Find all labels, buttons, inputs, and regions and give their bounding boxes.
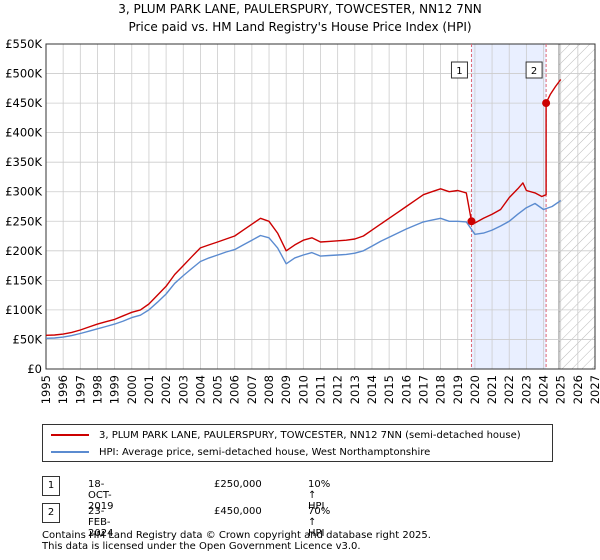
x-tick-label: 2011 (314, 375, 328, 404)
x-tick-label: 2013 (348, 375, 362, 404)
series-line-property (45, 79, 562, 336)
y-tick-label: £0 (27, 362, 42, 376)
x-tick-label: 2003 (176, 375, 190, 404)
x-tick-label: 2023 (519, 375, 533, 404)
chart-title-address: 3, PLUM PARK LANE, PAULERSPURY, TOWCESTE… (118, 2, 482, 16)
legend-label-hpi: HPI: Average price, semi-detached house,… (99, 446, 431, 458)
x-tick-label: 2004 (193, 375, 207, 404)
price-chart: £0 £50K £100K £150K £200K £250K £300K £350K £400… (5, 37, 600, 404)
forecast-hatched-region (558, 44, 595, 369)
transaction-label-1: 1 (456, 66, 462, 77)
chart-legend: 3, PLUM PARK LANE, PAULERSPURY, TOWCESTE… (42, 424, 553, 462)
x-tick-label: 2025 (554, 375, 568, 404)
legend-swatch-hpi (51, 451, 89, 453)
x-tick-label: 2019 (451, 375, 465, 404)
x-tick-label: 2022 (502, 375, 516, 404)
plot-area-frame (45, 43, 596, 370)
transaction-price-2: £450,000 (214, 506, 262, 517)
y-tick-label: £500K (5, 67, 42, 81)
transaction-date-2: 23-FEB-2024 (88, 506, 114, 539)
y-tick-label: £150K (5, 273, 42, 287)
x-tick-label: 2018 (434, 375, 448, 404)
series-line-hpi (45, 200, 562, 339)
x-tick-label: 2005 (211, 375, 225, 404)
x-tick-label: 2001 (142, 375, 156, 404)
footer-licence: This data is licensed under the Open Gov… (42, 541, 361, 552)
x-tick-label: 1998 (90, 375, 104, 404)
transaction-point-1 (467, 217, 476, 226)
x-tick-label: 2021 (485, 375, 499, 404)
transaction-label-2: 2 (531, 66, 537, 77)
x-tick-label: 2020 (468, 375, 482, 404)
legend-item-hpi: HPI: Average price, semi-detached house,… (51, 444, 430, 460)
x-tick-label: 2026 (571, 375, 585, 404)
footer-copyright: Contains HM Land Registry data © Crown c… (42, 530, 431, 541)
x-tick-label: 2007 (245, 375, 259, 404)
y-tick-label: £200K (5, 244, 42, 258)
transaction-date-1: 18-OCT-2019 (88, 479, 114, 512)
x-tick-label: 2015 (382, 375, 396, 404)
transaction-badge-1: 1 (42, 476, 60, 496)
x-tick-label: 2010 (296, 375, 310, 404)
x-tick-label: 2017 (416, 375, 430, 404)
legend-item-property: 3, PLUM PARK LANE, PAULERSPURY, TOWCESTE… (51, 427, 521, 443)
y-tick-label: £100K (5, 303, 42, 317)
y-tick-label: £550K (5, 37, 42, 51)
transaction-hpi-change-2: 70% ↑ HPI (308, 506, 331, 539)
y-tick-label: £400K (5, 126, 42, 140)
x-tick-label: 1999 (108, 375, 122, 404)
legend-label-property: 3, PLUM PARK LANE, PAULERSPURY, TOWCESTE… (99, 429, 521, 441)
y-tick-label: £50K (13, 332, 43, 346)
transaction-label-box-2 (525, 61, 543, 79)
transaction-period-highlight (471, 44, 547, 369)
x-tick-label: 2014 (365, 375, 379, 404)
x-tick-label: 2024 (537, 375, 551, 404)
y-tick-label: £450K (5, 96, 42, 110)
transaction-price-1: £250,000 (214, 479, 262, 490)
x-tick-label: 2016 (399, 375, 413, 404)
x-tick-label: 2012 (331, 375, 345, 404)
transaction-point-2 (542, 99, 551, 108)
x-tick-label: 2008 (262, 375, 276, 404)
x-tick-label: 1995 (39, 375, 53, 404)
legend-swatch-property (51, 434, 89, 436)
x-tick-label: 2006 (228, 375, 242, 404)
y-tick-label: £300K (5, 185, 42, 199)
footer-attribution: Contains HM Land Registry data © Crown c… (42, 530, 582, 552)
x-tick-label: 2009 (279, 375, 293, 404)
transaction-label-box-1 (450, 61, 468, 79)
x-tick-label: 2027 (588, 375, 600, 404)
y-tick-label: £350K (5, 155, 42, 169)
y-tick-label: £250K (5, 214, 42, 228)
x-tick-label: 1996 (56, 375, 70, 404)
x-tick-label: 2000 (125, 375, 139, 404)
chart-title-subtitle: Price paid vs. HM Land Registry's House … (128, 20, 472, 34)
x-tick-label: 2002 (159, 375, 173, 404)
x-tick-label: 1997 (73, 375, 87, 404)
transaction-badge-2: 2 (42, 503, 60, 523)
transaction-hpi-change-1: 10% ↑ HPI (308, 479, 331, 512)
